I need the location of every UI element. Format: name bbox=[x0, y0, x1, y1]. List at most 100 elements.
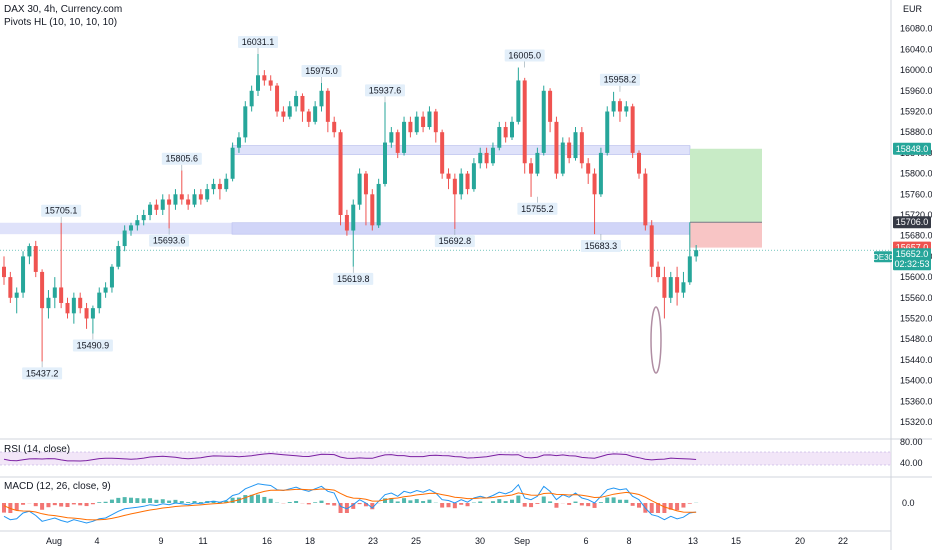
macd-histogram-bar bbox=[662, 503, 667, 513]
long-position-tool[interactable] bbox=[690, 148, 762, 248]
macd-histogram-bar bbox=[344, 503, 349, 513]
macd-histogram-bar bbox=[116, 497, 121, 503]
time-tick-label: Aug bbox=[46, 536, 62, 546]
signal-line bbox=[3, 488, 697, 521]
candle-body bbox=[186, 199, 191, 205]
candle-body bbox=[668, 277, 673, 298]
candle-body bbox=[332, 121, 337, 133]
candle-body bbox=[14, 292, 19, 298]
macd-histogram-bar bbox=[90, 503, 95, 505]
candle-body bbox=[573, 132, 578, 159]
candle-body bbox=[630, 106, 635, 153]
candle-body bbox=[478, 152, 483, 164]
position-target-area bbox=[690, 148, 762, 223]
pivot-label: 15937.6 bbox=[369, 85, 402, 95]
macd-histogram-bar bbox=[522, 503, 527, 507]
countdown-tag: 02:32:53 bbox=[894, 259, 929, 269]
candle-body bbox=[205, 189, 210, 200]
time-tick-label: 13 bbox=[688, 536, 698, 546]
candle-body bbox=[71, 297, 76, 314]
entry-price-tag: 15706.0 bbox=[896, 217, 929, 227]
rsi-title[interactable]: RSI (14, close) bbox=[4, 444, 71, 455]
entry-price-tag-bg bbox=[893, 216, 931, 229]
macd-title[interactable]: MACD (12, 26, close, 9) bbox=[4, 481, 111, 492]
macd-histogram-bar bbox=[192, 501, 197, 503]
price-tick-label: 15560.0 bbox=[900, 293, 932, 303]
pivot-label-box bbox=[22, 367, 63, 380]
pivot-label-box bbox=[72, 339, 113, 352]
candle-body bbox=[656, 266, 661, 278]
pivot-label: 15705.1 bbox=[45, 206, 78, 216]
macd-histogram-bar bbox=[46, 503, 51, 508]
candle-body bbox=[421, 116, 426, 128]
price-tick-label: 15600.0 bbox=[900, 272, 932, 282]
time-axis[interactable]: Aug 4 9 11 16 18 23 25 30 Sep 6 8 13 15 20 22 bbox=[46, 536, 848, 546]
macd-histogram-bar bbox=[211, 500, 216, 503]
macd-histogram-bar bbox=[357, 503, 362, 505]
time-tick-label: 23 bbox=[368, 536, 378, 546]
pivot-label-box bbox=[161, 152, 202, 165]
macd-histogram-bar bbox=[167, 500, 172, 503]
time-tick-label: 20 bbox=[795, 536, 805, 546]
macd-histogram-bar bbox=[21, 503, 26, 505]
macd-histogram-bar bbox=[249, 494, 254, 503]
candle-body bbox=[33, 246, 38, 272]
indicator-title[interactable]: Pivots HL (10, 10, 10, 10) bbox=[4, 17, 118, 28]
time-tick-label: Sep bbox=[514, 536, 530, 546]
candle-body bbox=[109, 266, 114, 288]
macd-histogram-bar bbox=[338, 503, 343, 513]
candle-body bbox=[567, 142, 572, 159]
macd-histogram-bar bbox=[649, 503, 654, 513]
price-tick-label: 16000.0 bbox=[900, 65, 932, 75]
candle-body bbox=[129, 225, 133, 231]
candle-body bbox=[459, 173, 464, 195]
pivot-label-box bbox=[517, 202, 558, 215]
macd-histogram-bar bbox=[256, 494, 260, 503]
candle-body bbox=[484, 152, 489, 164]
candle-body bbox=[395, 132, 400, 153]
macd-histogram-bar bbox=[656, 503, 661, 513]
candle-body bbox=[376, 183, 381, 226]
candle-body bbox=[681, 282, 686, 293]
candle-body bbox=[427, 111, 432, 128]
macd-histogram-bar bbox=[198, 502, 203, 503]
macd-histogram-bar bbox=[490, 501, 495, 503]
macd-histogram-bar bbox=[109, 499, 114, 503]
candle-body bbox=[592, 173, 597, 195]
macd-histogram-bar bbox=[478, 501, 483, 503]
macd-histogram-bar bbox=[2, 503, 6, 513]
macd-histogram-bar bbox=[370, 503, 375, 510]
macd-histogram-bar bbox=[637, 503, 641, 508]
pivot-label: 15975.0 bbox=[305, 66, 338, 76]
macd-histogram-bar bbox=[160, 499, 165, 503]
price-scale[interactable]: 15320.0 15360.0 15400.0 15440.0 15480.0 15520… bbox=[900, 24, 932, 427]
candle-body bbox=[598, 152, 603, 195]
rsi-band bbox=[0, 452, 891, 465]
pivot-label-box bbox=[434, 235, 475, 248]
candle-body bbox=[510, 121, 514, 138]
candle-body bbox=[256, 75, 260, 91]
candle-body bbox=[452, 178, 457, 195]
candle-body bbox=[319, 90, 324, 107]
macd-histogram-bar bbox=[389, 498, 394, 503]
candle-body bbox=[389, 132, 394, 143]
macd-histogram-bar bbox=[452, 503, 457, 509]
candle-body bbox=[52, 287, 57, 298]
price-tick-label: 15880.0 bbox=[900, 127, 932, 137]
rsi-tick-label: 80.00 bbox=[900, 437, 923, 447]
candle-body bbox=[541, 90, 546, 153]
macd-histogram-bar bbox=[262, 496, 267, 503]
symbol-title[interactable]: DAX 30, 4h, Currency.com bbox=[4, 4, 123, 15]
candle-body bbox=[116, 246, 121, 267]
price-tick-label: 15440.0 bbox=[900, 355, 932, 365]
time-tick-label: 8 bbox=[626, 536, 631, 546]
target-price-tag: 15848.0 bbox=[896, 144, 929, 154]
macd-histogram-bar bbox=[529, 503, 534, 508]
pivot-label-box bbox=[365, 84, 405, 97]
candle-body bbox=[662, 277, 667, 298]
time-tick-label: 18 bbox=[305, 536, 315, 546]
candle-body bbox=[160, 199, 165, 210]
candle-body bbox=[370, 194, 375, 226]
candle-body bbox=[313, 106, 318, 122]
